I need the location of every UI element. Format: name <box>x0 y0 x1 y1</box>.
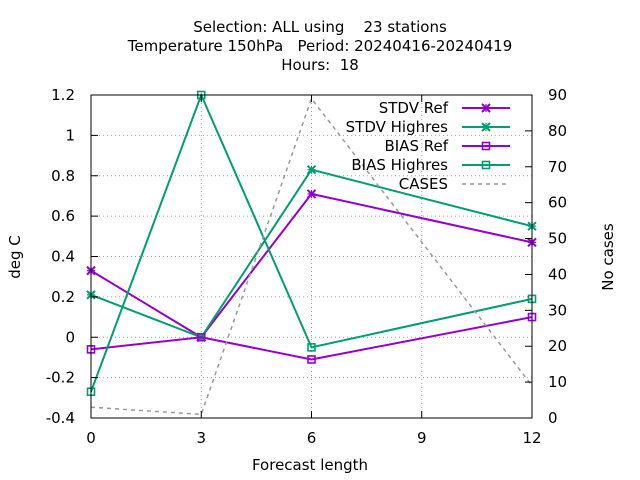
series-2 <box>86 312 537 364</box>
chart-title-line-2: Temperature 150hPa Period: 20240416-2024… <box>127 37 513 55</box>
y2-tick-label: 30 <box>548 301 567 319</box>
legend-label: BIAS Highres <box>351 156 448 174</box>
series-line-2 <box>90 316 533 361</box>
y2-tick-label: 10 <box>548 373 567 391</box>
y-tick-label: 0.8 <box>51 167 75 185</box>
y-tick-label: 0.6 <box>51 207 75 225</box>
y-tick-label: 1.2 <box>51 86 75 104</box>
y-tick-label: -0.2 <box>46 369 75 387</box>
series-line-1 <box>90 168 533 339</box>
legend-label: CASES <box>399 175 448 193</box>
y2-tick-label: 90 <box>548 86 567 104</box>
y2-tick-label: 70 <box>548 158 567 176</box>
y2-tick-label: 60 <box>548 194 567 212</box>
y2-tick-label: 40 <box>548 265 567 283</box>
x-tick-label: 12 <box>522 429 541 447</box>
series-line-0 <box>90 192 533 339</box>
chart-title-line-1: Selection: ALL using 23 stations <box>193 18 447 36</box>
data-point <box>306 189 317 199</box>
y-tick-label: -0.4 <box>46 409 75 427</box>
grid-lines <box>91 95 532 418</box>
series-line-3 <box>90 92 533 393</box>
legend-marker <box>481 122 491 132</box>
x-tick-label: 0 <box>86 429 96 447</box>
y-tick-label: 1 <box>65 126 75 144</box>
legend-label: BIAS Ref <box>384 137 448 155</box>
chart-title-line-3: Hours: 18 <box>281 56 359 74</box>
legend-marker <box>481 141 491 151</box>
x-axis-label: Forecast length <box>252 456 368 474</box>
axes-layer: 0 3 6 9 12 -0.4 -0.2 0 0.2 0.4 0.6 0.8 1 1.2 0 10 20 30 40… <box>46 86 567 447</box>
series-4 <box>90 97 533 416</box>
legend-label: STDV Ref <box>379 99 449 117</box>
legend-marker <box>481 103 491 113</box>
y-tick-label: 0.4 <box>51 248 75 266</box>
series-layer <box>86 90 537 416</box>
y-axis-label: deg C <box>6 235 24 279</box>
data-point <box>307 355 316 364</box>
y2-tick-label: 20 <box>548 337 567 355</box>
y2-axis-label: No cases <box>599 223 617 291</box>
y-tick-label: 0.2 <box>51 288 75 306</box>
data-point <box>307 343 316 352</box>
y2-tick-label: 50 <box>548 230 567 248</box>
plot-border <box>90 94 533 419</box>
legend-label: STDV Highres <box>346 118 449 136</box>
data-point <box>196 332 206 342</box>
x-tick-label: 3 <box>196 429 206 447</box>
x-tick-label: 6 <box>307 429 317 447</box>
x-tick-label: 9 <box>417 429 427 447</box>
data-point <box>306 164 317 175</box>
series-line-4 <box>90 97 533 416</box>
legend-marker <box>481 160 491 170</box>
y-tick-label: 0 <box>65 328 75 346</box>
y2-tick-label: 0 <box>548 409 558 427</box>
y2-tick-label: 80 <box>548 122 567 140</box>
